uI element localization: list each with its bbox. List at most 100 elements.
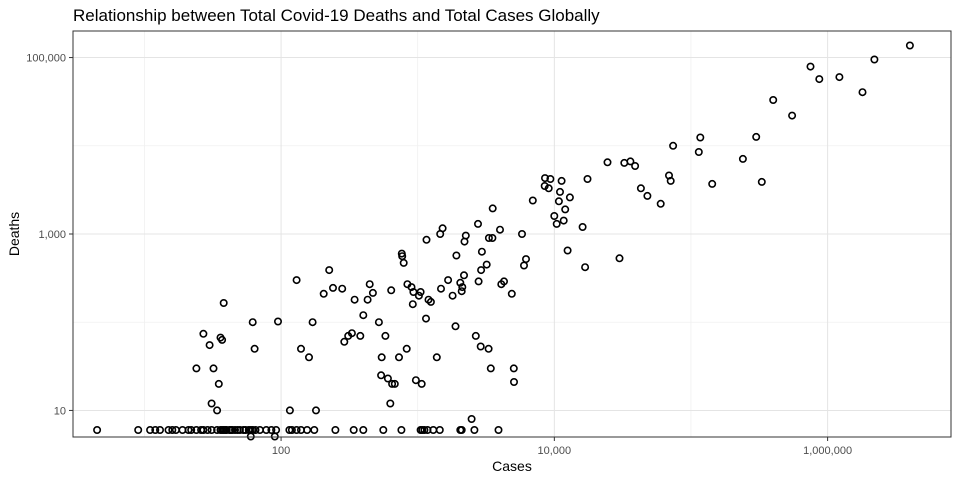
data-point — [626, 157, 635, 166]
data-point — [255, 425, 264, 434]
data-point — [436, 284, 445, 293]
data-point — [187, 425, 196, 434]
data-point — [368, 288, 377, 297]
data-point — [554, 197, 563, 206]
data-points — [93, 41, 914, 441]
data-point — [578, 223, 587, 232]
data-point — [214, 379, 223, 388]
data-point — [408, 300, 417, 309]
data-point — [292, 276, 301, 285]
data-point — [228, 425, 237, 434]
data-point — [636, 184, 645, 193]
y-tick-label: 10 — [54, 405, 66, 417]
data-point — [615, 254, 624, 263]
data-point — [552, 219, 561, 228]
data-point — [550, 212, 559, 221]
data-point — [488, 204, 497, 213]
data-point — [356, 331, 365, 340]
data-point — [555, 187, 564, 196]
data-point — [209, 364, 218, 373]
data-point — [521, 255, 530, 264]
data-point — [379, 425, 388, 434]
data-point — [474, 277, 483, 286]
data-point — [199, 329, 208, 338]
data-point — [325, 266, 334, 275]
data-point — [164, 425, 173, 434]
data-point — [557, 176, 566, 185]
data-point — [488, 234, 497, 243]
data-point — [383, 374, 392, 383]
data-point — [438, 224, 447, 233]
data-point — [603, 158, 612, 167]
data-point — [184, 425, 193, 434]
data-point — [452, 251, 461, 260]
data-point — [528, 196, 537, 205]
data-point — [374, 318, 383, 327]
data-point — [287, 425, 296, 434]
data-point — [540, 174, 549, 183]
data-point — [470, 425, 479, 434]
data-point — [402, 344, 411, 353]
chart-title: Relationship between Total Covid-19 Deat… — [73, 6, 600, 25]
data-point — [461, 231, 470, 240]
data-point — [377, 353, 386, 362]
data-point — [494, 425, 503, 434]
data-point — [328, 283, 337, 292]
y-axis-title: Deaths — [6, 212, 22, 256]
data-point — [387, 286, 396, 295]
data-point — [311, 406, 320, 415]
data-point — [203, 425, 212, 434]
x-tick-label: 10,000 — [538, 445, 572, 457]
data-point — [517, 230, 526, 239]
data-point — [656, 199, 665, 208]
data-point — [213, 406, 222, 415]
data-point — [432, 353, 441, 362]
data-point — [694, 148, 703, 157]
data-point — [285, 406, 294, 415]
data-point — [435, 425, 444, 434]
data-point — [422, 235, 431, 244]
data-point — [388, 379, 397, 388]
data-point — [411, 376, 420, 385]
data-point — [806, 62, 815, 71]
data-point — [456, 278, 465, 287]
data-point — [477, 247, 486, 256]
data-point — [499, 277, 508, 286]
x-axis-title: Cases — [492, 458, 532, 474]
data-point — [416, 287, 425, 296]
data-point — [643, 191, 652, 200]
data-point — [248, 318, 257, 327]
data-point — [365, 280, 374, 289]
data-point — [359, 425, 368, 434]
data-point — [708, 179, 717, 188]
data-point — [457, 287, 466, 296]
y-tick-label: 100,000 — [26, 53, 66, 65]
data-point — [340, 337, 349, 346]
data-point — [696, 133, 705, 142]
data-point — [484, 344, 493, 353]
data-point — [308, 318, 317, 327]
data-point — [134, 425, 143, 434]
data-point — [199, 425, 208, 434]
data-point — [420, 425, 429, 434]
data-point — [399, 258, 408, 267]
data-point — [477, 266, 486, 275]
data-point — [93, 425, 102, 434]
data-point — [292, 425, 301, 434]
data-point — [338, 284, 347, 293]
data-point — [495, 225, 504, 234]
data-point — [467, 414, 476, 423]
data-point — [544, 184, 553, 193]
data-point — [267, 425, 276, 434]
data-point — [858, 88, 867, 97]
data-point — [381, 331, 390, 340]
data-point — [331, 425, 340, 434]
data-point — [815, 75, 824, 84]
data-point — [509, 364, 518, 373]
data-point — [559, 216, 568, 225]
data-point — [207, 425, 216, 434]
data-point — [285, 425, 294, 434]
data-point — [519, 261, 528, 270]
data-point — [151, 425, 160, 434]
data-point — [561, 205, 570, 214]
